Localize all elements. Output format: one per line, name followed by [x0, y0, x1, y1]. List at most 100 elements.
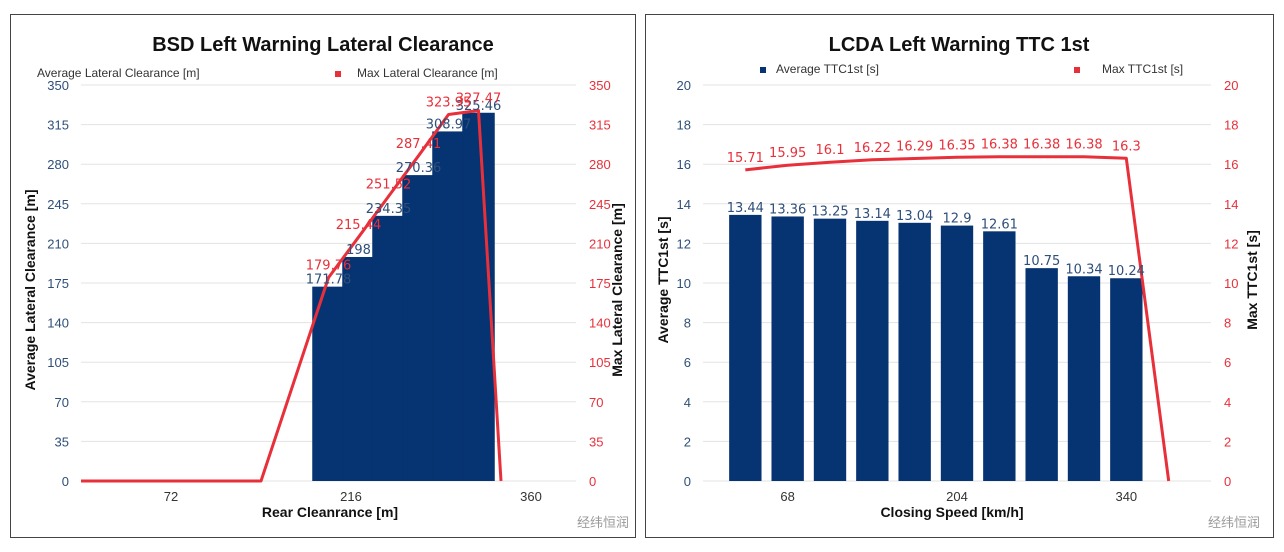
x-axis-title: Rear Cleanrance [m]	[262, 504, 398, 520]
line-value-label: 16.38	[1065, 138, 1102, 153]
line-value-label: 16.22	[854, 141, 891, 156]
bar	[432, 131, 465, 481]
y-tick-left: 0	[62, 474, 69, 489]
watermark: 经纬恒润	[1208, 516, 1260, 531]
x-tick: 68	[780, 489, 794, 504]
y-tick-right: 16	[1224, 157, 1238, 172]
line-value-label: 16.35	[938, 138, 975, 153]
bar	[342, 256, 375, 481]
bar-value-label: 13.44	[727, 201, 764, 216]
line-value-label: 16.29	[896, 139, 933, 154]
line-value-label: 179.76	[306, 259, 352, 274]
y-tick-right: 10	[1224, 276, 1238, 291]
y-tick-left: 10	[677, 276, 691, 291]
y-tick-right: 70	[589, 395, 603, 410]
y-tick-right: 12	[1224, 236, 1238, 251]
line-value-label: 323.95	[426, 95, 472, 110]
legend-marker-max	[1074, 67, 1080, 73]
y-tick-right: 14	[1224, 197, 1238, 212]
chart-title: LCDA Left Warning TTC 1st	[829, 34, 1090, 56]
line-value-label: 16.38	[1023, 138, 1060, 153]
bar	[813, 218, 847, 481]
bar	[856, 220, 889, 481]
legend-marker-avg	[760, 67, 766, 73]
y-tick-right: 6	[1224, 355, 1231, 370]
legend-entry-avg: Average Lateral Clearance [m]	[37, 66, 200, 80]
y-axis-title-left: Average TTC1st [s]	[655, 216, 671, 343]
legend-marker-max	[335, 71, 341, 77]
x-tick: 72	[164, 489, 178, 504]
y-tick-right: 0	[589, 474, 596, 489]
max-series-line	[81, 109, 503, 483]
bar-value-label: 13.14	[854, 207, 891, 222]
bar-value-label: 12.9	[943, 212, 972, 227]
line-value-label: 327.47	[456, 91, 502, 106]
y-tick-right: 4	[1224, 395, 1231, 410]
y-tick-left: 280	[47, 157, 69, 172]
legend-entry-max: Max TTC1st [s]	[1102, 62, 1183, 76]
y-tick-right: 175	[589, 276, 611, 291]
x-tick: 360	[520, 489, 542, 504]
bar-value-label: 13.25	[811, 205, 848, 220]
bar	[402, 175, 435, 481]
y-tick-right: 18	[1224, 118, 1238, 133]
bar	[1110, 278, 1143, 481]
y-tick-right: 35	[589, 434, 603, 449]
y-tick-left: 350	[47, 78, 69, 93]
watermark: 经纬恒润	[577, 516, 629, 531]
x-tick: 216	[340, 489, 362, 504]
line-value-label: 251.52	[366, 177, 412, 192]
y-tick-left: 16	[677, 157, 691, 172]
bar	[898, 222, 931, 482]
x-axis-title: Closing Speed [km/h]	[880, 504, 1023, 520]
y-tick-left: 20	[677, 78, 691, 93]
y-tick-right: 280	[589, 157, 611, 172]
bsd-lateral-clearance-chart: BSD Left Warning Lateral Clearance 0 0 35 3…	[22, 34, 629, 531]
y-tick-right: 315	[589, 118, 611, 133]
bar	[1025, 268, 1058, 481]
y-tick-left: 4	[684, 395, 691, 410]
y-tick-left: 70	[55, 395, 69, 410]
line-value-label: 215.44	[336, 218, 382, 233]
bar	[312, 286, 345, 481]
max-series-line	[745, 155, 1171, 482]
legend-entry-avg: Average TTC1st [s]	[776, 62, 879, 76]
bar-value-label: 10.24	[1108, 264, 1145, 279]
bar-value-label: 171.78	[306, 273, 352, 288]
line-value-label: 287.41	[396, 137, 442, 152]
x-tick: 340	[1115, 489, 1137, 504]
bsd-chart-panel: BSD Left Warning Lateral Clearance 0 0 35 3…	[10, 14, 636, 538]
bar-value-label: 308.97	[426, 117, 472, 132]
y-tick-left: 315	[47, 118, 69, 133]
line-value-label: 16.38	[981, 138, 1018, 153]
y-tick-right: 140	[589, 316, 611, 331]
y-tick-left: 8	[684, 316, 691, 331]
bar	[771, 216, 804, 482]
bar-value-label: 10.34	[1065, 262, 1102, 277]
y-tick-right: 2	[1224, 434, 1231, 449]
y-axis-title-left: Average Lateral Clearance [m]	[22, 189, 38, 390]
lcda-chart-panel: LCDA Left Warning TTC 1st 0 0 2 2 4 4 6 6 8 8 10 10…	[645, 14, 1274, 538]
lcda-ttc-chart: LCDA Left Warning TTC 1st 0 02 24 46 68 810 10…	[655, 34, 1260, 531]
y-tick-right: 210	[589, 236, 611, 251]
y-tick-left: 12	[677, 236, 691, 251]
bar	[1067, 276, 1101, 481]
legend-entry-max: Max Lateral Clearance [m]	[357, 66, 498, 80]
y-tick-right: 0	[1224, 474, 1231, 489]
bar-value-label: 10.75	[1023, 254, 1060, 269]
y-tick-right: 105	[589, 355, 611, 370]
bar-value-label: 198	[346, 243, 371, 258]
legend: Average TTC1st [s] Max TTC1st [s]	[760, 62, 1183, 76]
y-tick-left: 18	[677, 118, 691, 133]
legend: Average Lateral Clearance [m] Max Latera…	[37, 66, 498, 80]
y-axis-title-right: Max TTC1st [s]	[1244, 230, 1260, 330]
line-value-label: 16.3	[1112, 139, 1141, 154]
line-value-label: 15.95	[769, 146, 806, 161]
y-tick-left: 14	[677, 197, 691, 212]
bar	[983, 231, 1016, 481]
y-tick-left: 2	[684, 434, 691, 449]
bar-value-label: 270.36	[396, 161, 442, 176]
bar-value-label: 13.04	[896, 209, 933, 224]
y-tick-right: 350	[589, 78, 611, 93]
bar-value-label: 234.35	[366, 202, 412, 217]
